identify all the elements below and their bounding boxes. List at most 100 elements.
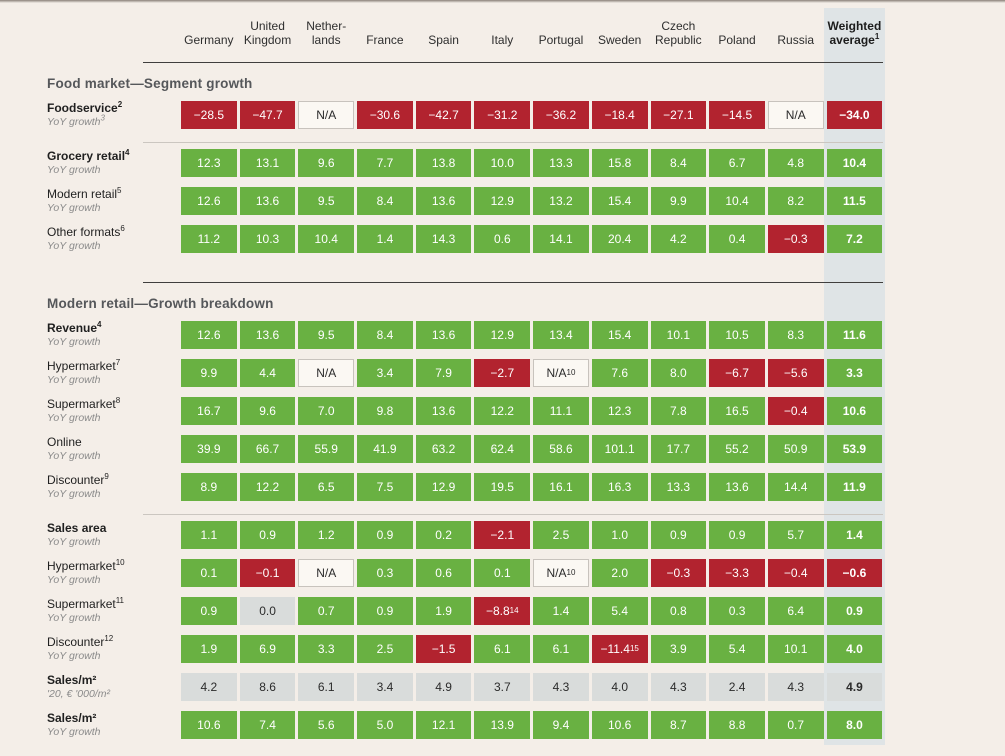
cell-sales-area-poland: 0.9 — [709, 521, 765, 549]
column-header-united-kingdom: United Kingdom — [240, 19, 296, 50]
cell-hypermarket-area-czech-republic: −0.3 — [650, 559, 707, 587]
cell-hypermarket-revenue-netherlands: N/A — [298, 359, 355, 387]
cell-foodservice-sweden: −18.4 — [591, 101, 648, 129]
cell-grocery-retail-united-kingdom: 13.1 — [239, 149, 296, 177]
cell-sales-per-sqm-france: 3.4 — [357, 673, 413, 701]
cell-foodservice-portugal: −36.2 — [533, 101, 589, 129]
cell-supermarket-revenue-united-kingdom: 9.6 — [239, 397, 296, 425]
cell-sales-per-sqm-growth-france: 5.0 — [357, 711, 413, 739]
column-header-netherlands: Nether-lands — [298, 19, 354, 50]
cell-hypermarket-revenue-poland: −6.7 — [709, 359, 765, 387]
cell-discounter-area-czech-republic: 3.9 — [650, 635, 707, 663]
group-divider — [143, 142, 883, 143]
cell-supermarket-area-russia: 6.4 — [767, 597, 824, 625]
cell-sales-per-sqm-italy: 3.7 — [474, 673, 531, 701]
row-label-discounter-area: Discounter12 YoY growth — [47, 635, 178, 663]
row-grocery-retail: Grocery retail4 YoY growth 12.3 13.1 9.6 7.7 1… — [47, 149, 883, 177]
row-sublabel-text: YoY growth — [47, 374, 101, 386]
cell-revenue-czech-republic: 10.1 — [650, 321, 707, 349]
cell-discounter-area-portugal: 6.1 — [533, 635, 589, 663]
cell-foodservice-czech-republic: −27.1 — [650, 101, 707, 129]
row-sublabel-text: YoY growth — [47, 612, 101, 624]
cell-other-formats-spain: 14.3 — [415, 225, 472, 253]
cell-modern-retail-italy: 12.9 — [474, 187, 531, 215]
cell-revenue-poland: 10.5 — [709, 321, 765, 349]
cell-online-poland: 55.2 — [709, 435, 765, 463]
cell-discounter-revenue-russia: 14.4 — [767, 473, 824, 501]
market-growth-table: Germany United Kingdom Nether-lands France Sp… — [47, 3, 885, 745]
row-sublabel-text: YoY growth — [47, 450, 101, 462]
column-header-line: Portugal — [538, 33, 584, 47]
cell-discounter-area-france: 2.5 — [357, 635, 413, 663]
row-label-text: Supermarket8 — [47, 396, 121, 412]
row-sales-per-sqm: Sales/m² '20, € '000/m² 4.2 8.6 6.1 3.4 4.9 3.7… — [47, 673, 883, 701]
cell-grocery-retail-netherlands: 9.6 — [298, 149, 355, 177]
cell-revenue-portugal: 13.4 — [533, 321, 589, 349]
top-edge-shadow — [0, 0, 1005, 3]
column-header-sweden: Sweden — [592, 33, 648, 50]
cell-revenue-france: 8.4 — [357, 321, 413, 349]
cell-supermarket-revenue-czech-republic: 7.8 — [650, 397, 707, 425]
column-header-line: Germany — [184, 33, 234, 47]
cell-sales-area-czech-republic: 0.9 — [650, 521, 707, 549]
cell-sales-area-italy: −2.1 — [474, 521, 531, 549]
cell-modern-retail-czech-republic: 9.9 — [650, 187, 707, 215]
column-header-line: Nether- — [306, 19, 347, 33]
cell-supermarket-area-netherlands: 0.7 — [298, 597, 355, 625]
cell-supermarket-revenue-spain: 13.6 — [415, 397, 472, 425]
row-label-hypermarket-area: Hypermarket10 YoY growth — [47, 559, 178, 587]
row-label-text: Discounter9 — [47, 472, 109, 488]
cell-hypermarket-area-spain: 0.6 — [415, 559, 472, 587]
row-label-text: Sales area — [47, 521, 107, 535]
cell-grocery-retail-weighted-average: 10.4 — [826, 149, 883, 177]
cell-modern-retail-poland: 10.4 — [709, 187, 765, 215]
row-label-sales-per-sqm-growth: Sales/m² YoY growth — [47, 711, 178, 739]
cell-supermarket-area-united-kingdom: 0.0 — [239, 597, 296, 625]
row-supermarket-area: Supermarket11 YoY growth 0.9 0.0 0.7 0.9 1.9 −8… — [47, 597, 883, 625]
cell-grocery-retail-russia: 4.8 — [767, 149, 824, 177]
row-label-sales-per-sqm: Sales/m² '20, € '000/m² — [47, 673, 178, 701]
cell-supermarket-area-portugal: 1.4 — [533, 597, 589, 625]
row-label-text: Online — [47, 435, 82, 449]
cell-sales-per-sqm-growth-portugal: 9.4 — [533, 711, 589, 739]
cell-grocery-retail-germany: 12.3 — [181, 149, 237, 177]
cell-sales-per-sqm-portugal: 4.3 — [533, 673, 589, 701]
cell-grocery-retail-italy: 10.0 — [474, 149, 531, 177]
cell-grocery-retail-spain: 13.8 — [415, 149, 472, 177]
cell-hypermarket-area-italy: 0.1 — [474, 559, 531, 587]
cell-grocery-retail-portugal: 13.3 — [533, 149, 589, 177]
row-other-formats: Other formats6 YoY growth 11.2 10.3 10.4 1.4 1… — [47, 225, 883, 253]
cell-online-netherlands: 55.9 — [298, 435, 355, 463]
cell-sales-area-netherlands: 1.2 — [298, 521, 355, 549]
column-header-spain: Spain — [416, 33, 472, 50]
row-sublabel-text: YoY growth — [47, 536, 101, 548]
cell-online-sweden: 101.1 — [591, 435, 648, 463]
row-label-text: Other formats6 — [47, 224, 125, 240]
column-header-portugal: Portugal — [533, 33, 589, 50]
cell-discounter-area-united-kingdom: 6.9 — [239, 635, 296, 663]
cell-other-formats-netherlands: 10.4 — [298, 225, 355, 253]
row-sublabel-text: YoY growth — [47, 202, 101, 214]
column-header-line: average1 — [829, 32, 880, 48]
cell-sales-area-russia: 5.7 — [767, 521, 824, 549]
cell-hypermarket-area-france: 0.3 — [357, 559, 413, 587]
cell-hypermarket-area-russia: −0.4 — [767, 559, 824, 587]
cell-hypermarket-revenue-france: 3.4 — [357, 359, 413, 387]
cell-hypermarket-area-germany: 0.1 — [181, 559, 237, 587]
row-modern-retail: Modern retail5 YoY growth 12.6 13.6 9.5 8.4 13… — [47, 187, 883, 215]
column-header-line: Kingdom — [243, 33, 292, 47]
row-label-grocery-retail: Grocery retail4 YoY growth — [47, 149, 178, 177]
column-header-germany: Germany — [181, 33, 237, 50]
cell-discounter-revenue-united-kingdom: 12.2 — [239, 473, 296, 501]
column-header-weighted-average: Weighted average1 — [827, 19, 883, 50]
cell-hypermarket-revenue-germany: 9.9 — [181, 359, 237, 387]
cell-sales-per-sqm-netherlands: 6.1 — [298, 673, 355, 701]
cell-hypermarket-revenue-weighted-average: 3.3 — [826, 359, 883, 387]
cell-hypermarket-area-united-kingdom: −0.1 — [239, 559, 296, 587]
row-foodservice: Foodservice2 YoY growth3 −28.5 −47.7 N/A −30.… — [47, 101, 883, 129]
cell-sales-area-sweden: 1.0 — [591, 521, 648, 549]
cell-online-united-kingdom: 66.7 — [239, 435, 296, 463]
row-supermarket-revenue: Supermarket8 YoY growth 16.7 9.6 7.0 9.8 13.6 1… — [47, 397, 883, 425]
cell-discounter-revenue-sweden: 16.3 — [591, 473, 648, 501]
column-header-line: Czech — [661, 19, 696, 33]
